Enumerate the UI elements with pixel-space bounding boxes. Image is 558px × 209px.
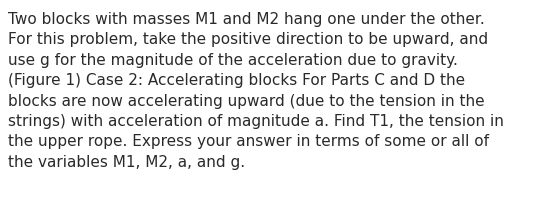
Text: Two blocks with masses M1 and M2 hang one under the other.
For this problem, tak: Two blocks with masses M1 and M2 hang on… (8, 12, 504, 170)
